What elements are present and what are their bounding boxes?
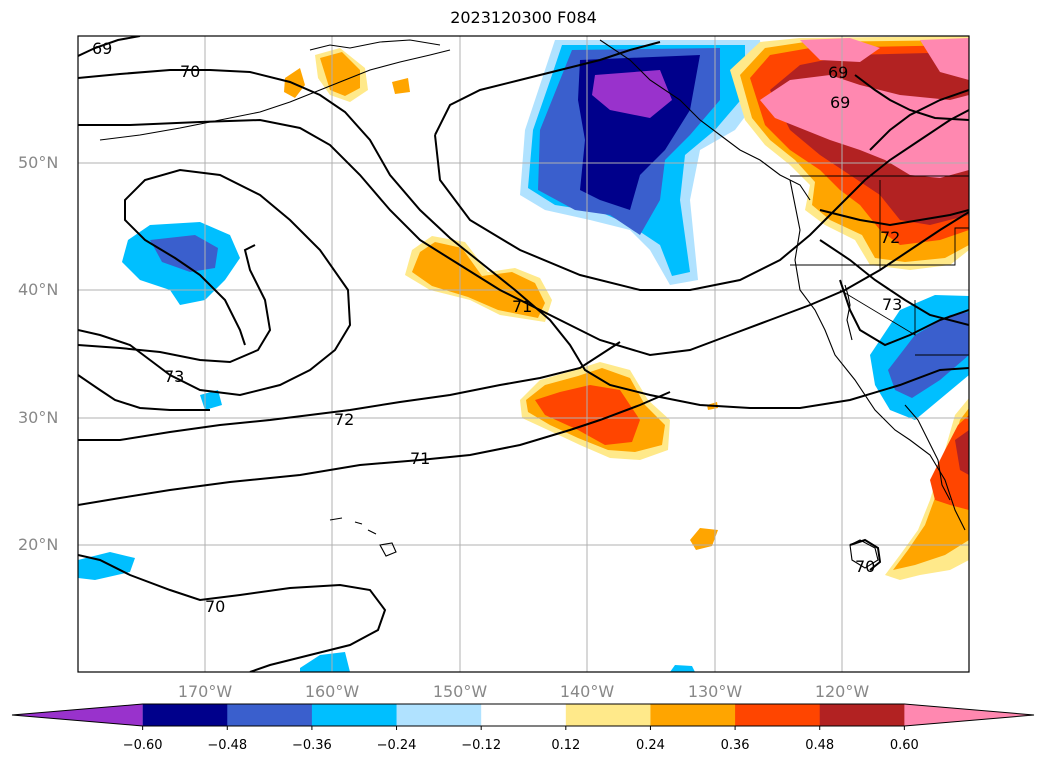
colorbar-segment	[311, 704, 398, 726]
colorbar-tick-label: 0.24	[635, 738, 665, 753]
colorbar-segment	[565, 704, 651, 726]
contour-label: 70	[205, 597, 225, 616]
contour-label: 73	[882, 295, 902, 314]
contour-label: 71	[410, 449, 430, 468]
positive-anomaly-canada	[730, 36, 969, 270]
colorbar-segment	[904, 704, 1034, 726]
contour-label: 71	[512, 297, 532, 316]
lat-label: 30°N	[18, 408, 59, 427]
colorbar	[11, 703, 1035, 730]
contour-label: 73	[164, 367, 184, 386]
colorbar-segment	[396, 704, 482, 726]
colorbar-segment	[12, 704, 143, 726]
colorbar-segment	[227, 704, 313, 726]
colorbar-tick-label: −0.36	[291, 738, 332, 753]
colorbar-segment	[735, 704, 821, 726]
colorbar-segment	[650, 704, 736, 726]
lat-label: 50°N	[18, 153, 59, 172]
colorbar-tick-label: −0.60	[122, 738, 163, 753]
colorbar-tick-label: 0.48	[805, 738, 835, 753]
contour-lines	[78, 36, 969, 672]
lon-label: 130°W	[687, 682, 743, 701]
colorbar-segment	[481, 704, 567, 726]
colorbar-tick-label: −0.48	[207, 738, 248, 753]
positive-anomaly-central-pacific	[405, 236, 718, 550]
contour-label: 70	[855, 557, 875, 576]
map-title: 2023120300 F084	[450, 8, 597, 27]
contour-label: 69	[92, 39, 112, 58]
gridlines	[78, 36, 969, 672]
contour-labels: 69 70 69 69 71 72 73 72 71 73 70 70	[92, 39, 902, 616]
positive-anomaly-mexico	[885, 398, 969, 580]
contour-label: 72	[334, 410, 354, 429]
colorbar-tick-label: 0.60	[889, 738, 919, 753]
lon-label: 150°W	[432, 682, 488, 701]
colorbar-tick-label: −0.12	[461, 738, 502, 753]
lon-label: 170°W	[177, 682, 233, 701]
borders	[790, 175, 969, 356]
map-plot-area: 69 70 69 69 71 72 73 72 71 73 70 70	[78, 36, 969, 672]
colorbar-tick-label: 0.12	[551, 738, 581, 753]
contour-label: 69	[830, 93, 850, 112]
lat-label: 20°N	[18, 535, 59, 554]
colorbar-segment	[142, 704, 228, 726]
colorbar-segment	[819, 704, 905, 726]
lon-label: 120°W	[814, 682, 870, 701]
colorbar-tick-label: 0.36	[720, 738, 750, 753]
contour-label: 72	[880, 228, 900, 247]
colorbar-tick-label: −0.24	[376, 738, 417, 753]
contour-label: 70	[180, 62, 200, 81]
coastlines	[99, 39, 966, 569]
lat-label: 40°N	[18, 280, 59, 299]
map-frame	[77, 35, 970, 673]
contour-label: 69	[828, 63, 848, 82]
lon-label: 160°W	[304, 682, 360, 701]
lon-label: 140°W	[559, 682, 615, 701]
